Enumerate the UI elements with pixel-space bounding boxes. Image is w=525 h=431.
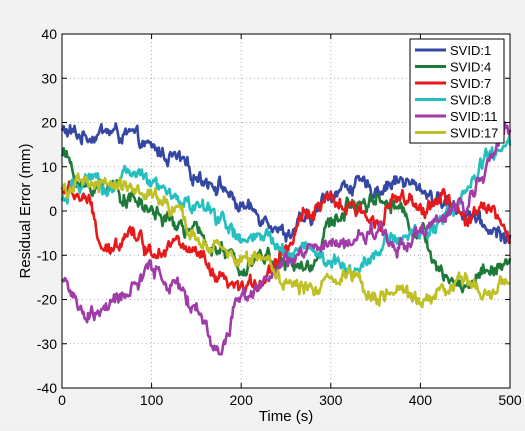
legend-label: SVID:1 bbox=[450, 43, 491, 58]
y-tick-label: -10 bbox=[37, 247, 57, 263]
y-tick-label: -30 bbox=[37, 336, 57, 352]
y-tick-label: 30 bbox=[41, 70, 57, 86]
series-layer bbox=[60, 121, 512, 356]
series-line bbox=[60, 180, 512, 296]
x-tick-label: 0 bbox=[58, 392, 66, 408]
legend-label: SVID:8 bbox=[450, 93, 491, 108]
y-axis-label: Residual Error (mm) bbox=[17, 143, 34, 278]
legend-label: SVID:11 bbox=[450, 109, 497, 124]
x-tick-label: 100 bbox=[140, 392, 164, 408]
x-tick-label: 500 bbox=[498, 392, 522, 408]
x-axis-label: Time (s) bbox=[259, 408, 313, 425]
y-tick-label: -20 bbox=[37, 292, 57, 308]
y-axis-ticks: -40 -30 -20 -10 0 10 20 30 40 bbox=[37, 26, 510, 396]
y-tick-label: -40 bbox=[37, 380, 57, 396]
x-tick-label: 200 bbox=[230, 392, 254, 408]
legend-label: SVID:7 bbox=[450, 76, 491, 91]
y-tick-label: 10 bbox=[41, 159, 57, 175]
legend-box bbox=[409, 38, 505, 144]
y-tick-label: 20 bbox=[41, 115, 57, 131]
legend-label: SVID:4 bbox=[450, 60, 491, 75]
x-axis-ticks: 0 100 200 300 400 500 bbox=[58, 34, 522, 408]
x-tick-label: 300 bbox=[319, 392, 343, 408]
series-line bbox=[61, 172, 511, 309]
legend-label: SVID:17 bbox=[450, 126, 498, 141]
x-tick-label: 400 bbox=[409, 392, 433, 408]
y-tick-label: 40 bbox=[41, 26, 57, 42]
series-line bbox=[60, 121, 512, 356]
y-tick-label: 0 bbox=[49, 203, 57, 219]
